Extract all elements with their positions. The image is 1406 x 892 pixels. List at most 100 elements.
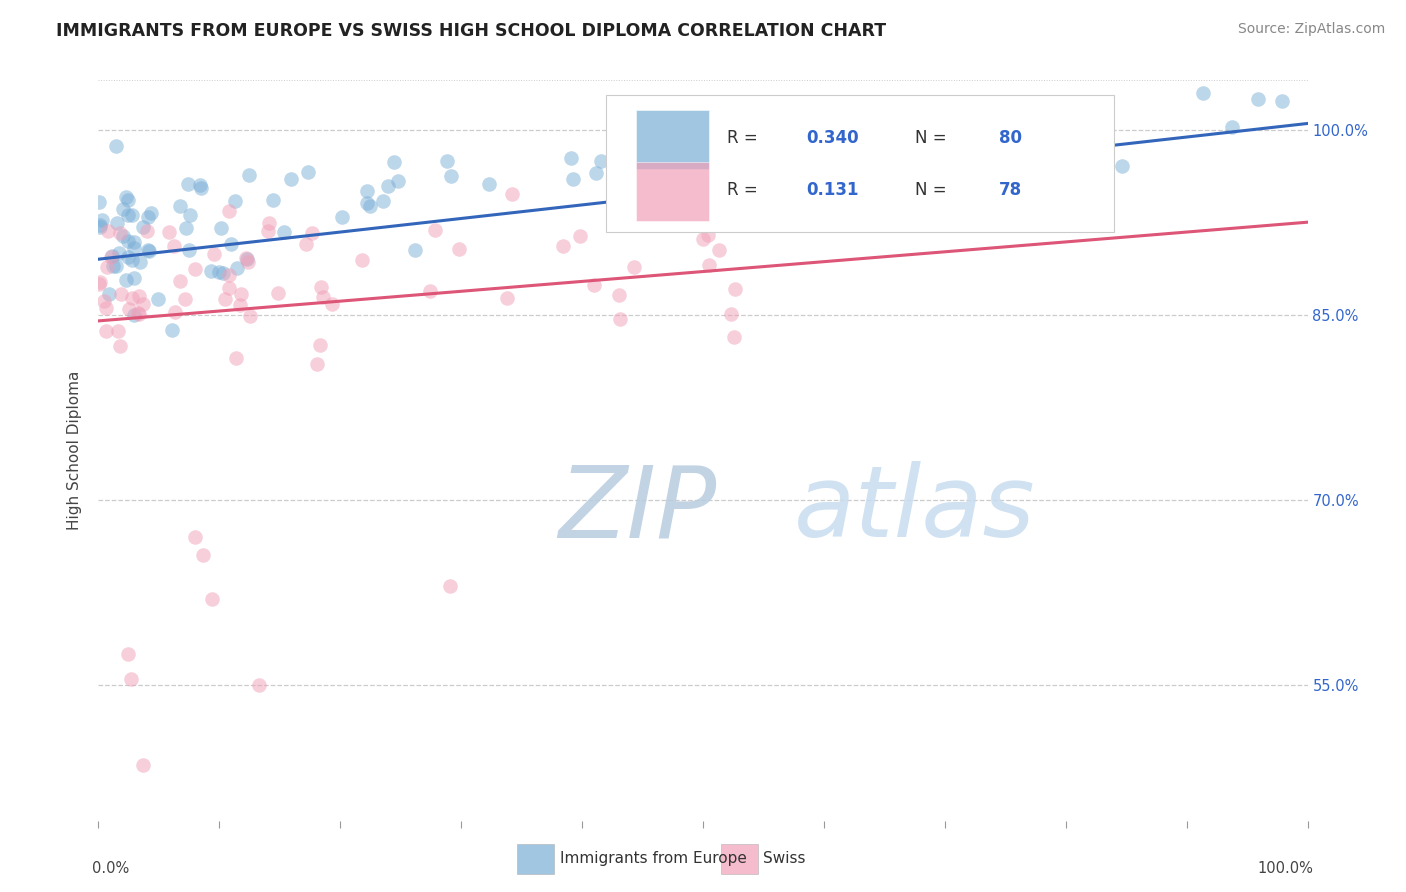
Point (200, 264, 222, 278)
Point (202, 247, 225, 261)
Point (111, 202, 134, 217)
Point (238, 254, 260, 268)
Point (177, 177, 200, 191)
Point (359, 199, 381, 213)
Point (90, 212, 112, 227)
Point (117, 647, 139, 661)
Point (179, 243, 201, 257)
Point (110, 287, 132, 301)
Point (280, 171, 302, 186)
Point (709, 244, 731, 258)
Point (311, 289, 333, 303)
Point (105, 259, 128, 273)
Point (214, 292, 236, 306)
Point (132, 758, 155, 772)
FancyBboxPatch shape (606, 95, 1114, 232)
Point (93, 294, 115, 309)
Point (132, 220, 155, 235)
Point (724, 282, 747, 296)
Point (191, 549, 214, 563)
Text: R =: R = (727, 181, 769, 199)
Point (94, 301, 117, 315)
Point (224, 194, 246, 208)
Point (87, 195, 110, 210)
Point (717, 211, 740, 225)
Point (925, 178, 948, 193)
Text: Source: ZipAtlas.com: Source: ZipAtlas.com (1237, 22, 1385, 37)
Point (169, 199, 191, 213)
Point (96, 260, 118, 275)
Point (107, 325, 129, 339)
Point (1111, 159, 1133, 173)
Point (157, 225, 180, 239)
Point (309, 280, 332, 294)
Point (108, 226, 131, 240)
Point (114, 190, 136, 204)
Point (294, 236, 316, 251)
Point (122, 309, 145, 323)
Point (129, 255, 152, 269)
Point (108, 338, 131, 352)
Point (173, 292, 195, 306)
Point (121, 253, 143, 268)
Point (321, 296, 343, 310)
Point (105, 138, 128, 153)
Point (117, 234, 139, 248)
Point (235, 252, 257, 266)
Point (89, 275, 111, 289)
Point (218, 281, 240, 295)
Point (305, 357, 328, 371)
Point (87, 277, 110, 291)
Point (163, 239, 186, 253)
Point (188, 178, 211, 193)
Point (1220, 120, 1243, 134)
Point (297, 165, 319, 179)
Point (562, 172, 585, 186)
Point (101, 249, 124, 263)
Text: 78: 78 (1000, 181, 1022, 199)
Point (146, 292, 169, 306)
Point (89, 219, 111, 233)
Point (356, 184, 378, 198)
Point (117, 250, 139, 264)
Point (128, 289, 150, 303)
Point (419, 285, 441, 299)
Point (356, 195, 378, 210)
Point (551, 239, 574, 253)
Text: IMMIGRANTS FROM EUROPE VS SWISS HIGH SCHOOL DIPLOMA CORRELATION CHART: IMMIGRANTS FROM EUROPE VS SWISS HIGH SCH… (56, 22, 886, 40)
Text: N =: N = (915, 129, 946, 147)
Text: ZIP: ZIP (558, 461, 716, 558)
Point (121, 291, 143, 305)
Point (135, 224, 157, 238)
Point (122, 235, 145, 249)
Point (301, 226, 323, 240)
Point (373, 194, 395, 208)
Text: 0.131: 0.131 (806, 181, 858, 199)
Point (184, 530, 207, 544)
Point (382, 154, 405, 169)
Point (136, 243, 159, 257)
Point (262, 193, 284, 207)
Point (692, 231, 714, 245)
Point (423, 223, 446, 237)
Point (201, 591, 224, 606)
Point (107, 216, 129, 230)
Text: 0.0%: 0.0% (93, 862, 129, 876)
Point (569, 228, 592, 243)
Point (478, 177, 501, 191)
Point (239, 310, 262, 324)
Point (723, 330, 745, 344)
Point (247, 678, 270, 692)
Point (228, 298, 250, 312)
Point (118, 302, 141, 317)
Point (98, 286, 121, 301)
Point (229, 287, 252, 301)
Point (495, 291, 517, 305)
Point (929, 205, 952, 219)
Point (623, 260, 645, 274)
Point (127, 306, 149, 320)
Point (124, 270, 146, 285)
Point (609, 311, 631, 326)
Point (128, 307, 150, 321)
Point (238, 168, 260, 182)
